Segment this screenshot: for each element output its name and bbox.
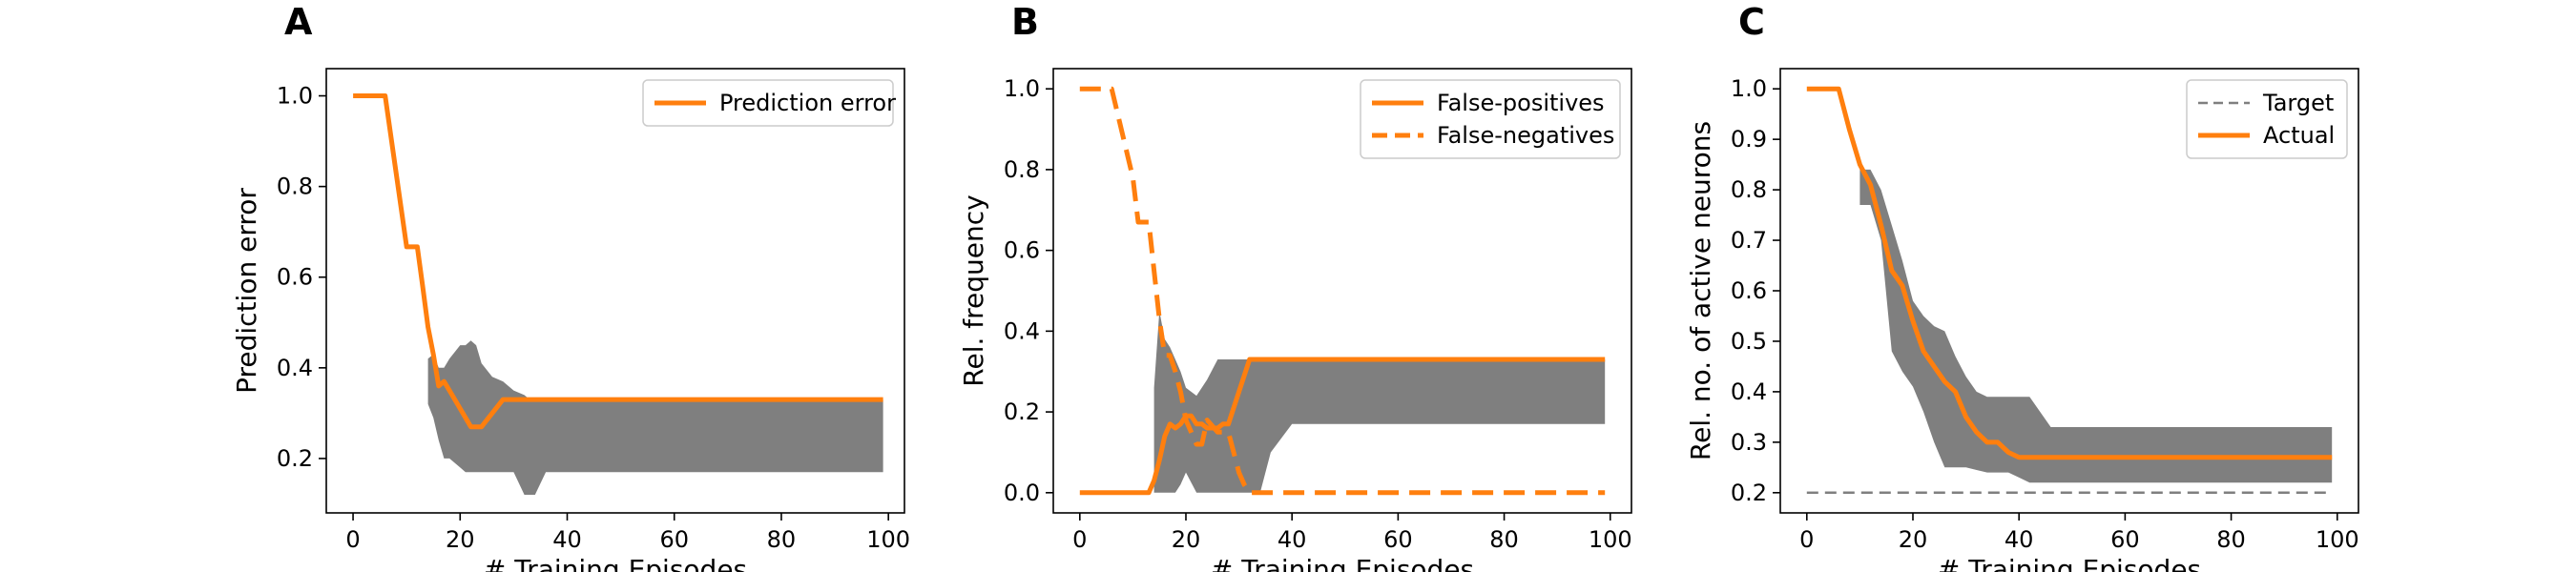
legend-label: False-positives — [1437, 90, 1605, 116]
x-tick-label: 0 — [1799, 526, 1814, 553]
y-tick-label: 0.6 — [1731, 277, 1767, 304]
plot-frame — [325, 68, 905, 514]
x-axis-title: # Training Episodes — [1211, 554, 1474, 572]
y-axis-title: Prediction error — [231, 188, 262, 394]
x-tick-label: 100 — [1589, 526, 1632, 553]
confidence-band — [1153, 311, 1606, 493]
x-tick-label: 0 — [345, 526, 360, 553]
x-axis-title: # Training Episodes — [1938, 554, 2201, 572]
legend-box — [2186, 79, 2348, 159]
y-tick-label: 1.0 — [1731, 75, 1767, 102]
series-line-false-negatives — [1079, 86, 1606, 496]
panel-label: C — [1738, 1, 1765, 43]
y-tick-label: 0.6 — [1004, 237, 1040, 264]
x-tick-label: 0 — [1072, 526, 1087, 553]
legend-box — [642, 79, 894, 127]
x-tick-label: 20 — [446, 526, 475, 553]
x-tick-label: 60 — [1383, 526, 1413, 553]
panel-label: B — [1011, 1, 1039, 43]
x-tick-label: 40 — [1278, 526, 1307, 553]
x-tick-label: 100 — [866, 526, 910, 553]
y-tick-label: 0.8 — [1731, 176, 1767, 203]
x-axis-title: # Training Episodes — [484, 554, 747, 572]
y-tick-label: 0.6 — [277, 264, 313, 291]
x-tick-label: 80 — [1489, 526, 1519, 553]
y-tick-label: 0.4 — [277, 355, 313, 381]
legend-label: Actual — [2263, 122, 2335, 149]
y-axis-title: Rel. no. of active neurons — [1685, 121, 1716, 460]
legend-label: Target — [2262, 90, 2334, 116]
x-tick-label: 60 — [2110, 526, 2140, 553]
y-tick-label: 0.4 — [1731, 378, 1767, 405]
y-tick-label: 0.2 — [1731, 480, 1767, 506]
x-tick-label: 80 — [2216, 526, 2246, 553]
x-tick-label: 20 — [1899, 526, 1928, 553]
legend: Prediction error — [642, 79, 896, 127]
legend: Target Actual — [2186, 79, 2348, 159]
panel-a: 0 20 40 60 80 100 0.2 0.4 0.6 0.8 1.0 # Training Ep… — [231, 1, 910, 572]
panel-label: A — [284, 1, 313, 43]
y-tick-label: 0.7 — [1731, 227, 1767, 254]
y-tick-label: 0.4 — [1004, 317, 1040, 344]
y-axis-title: Rel. frequency — [958, 194, 989, 386]
y-tick-label: 0.9 — [1731, 126, 1767, 153]
x-tick-label: 20 — [1172, 526, 1201, 553]
panel-b: 0 20 40 60 80 100 0.0 0.2 0.4 0.6 0.8 1.0 # Training… — [958, 1, 1632, 572]
legend-label: Prediction error — [719, 90, 896, 116]
x-tick-label: 80 — [767, 526, 797, 553]
x-tick-label: 40 — [2005, 526, 2034, 553]
y-tick-label: 0.0 — [1004, 480, 1040, 506]
confidence-band — [427, 340, 883, 495]
legend: False-positives False-negatives — [1360, 79, 1621, 159]
legend-label: False-negatives — [1437, 122, 1614, 149]
x-tick-label: 100 — [2316, 526, 2359, 553]
confidence-band — [1859, 169, 2333, 483]
y-tick-label: 0.2 — [1004, 398, 1040, 425]
legend-box — [1360, 79, 1621, 159]
y-tick-label: 0.5 — [1731, 328, 1767, 355]
y-tick-label: 0.8 — [1004, 156, 1040, 183]
series-line-prediction-error — [353, 93, 883, 430]
x-tick-label: 60 — [659, 526, 689, 553]
y-tick-label: 1.0 — [1004, 75, 1040, 102]
series-line-false-positives — [1079, 357, 1606, 496]
y-tick-label: 1.0 — [277, 83, 313, 110]
y-tick-label: 0.2 — [277, 445, 313, 472]
panel-c: 0 20 40 60 80 100 0.2 0.3 0.4 0.5 0.6 0.7 0.8 0.9 1.0 #… — [1685, 1, 2359, 572]
y-tick-label: 0.3 — [1731, 429, 1767, 456]
series-line-actual — [1806, 86, 2333, 460]
x-tick-label: 40 — [552, 526, 582, 553]
y-tick-label: 0.8 — [277, 174, 313, 200]
plot-frame — [1052, 68, 1632, 514]
